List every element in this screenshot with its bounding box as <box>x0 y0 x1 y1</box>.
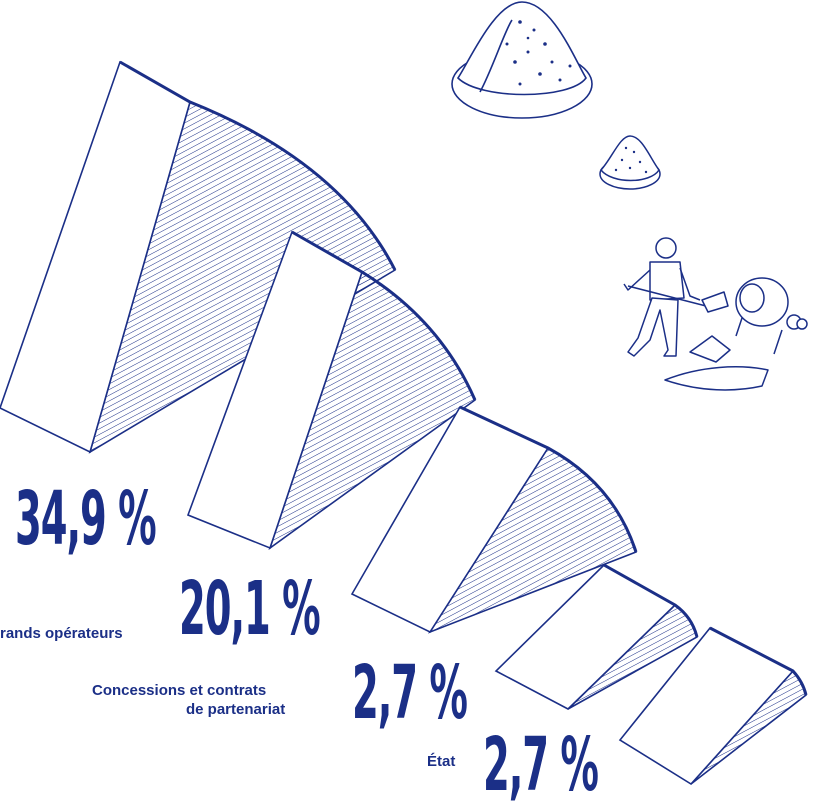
category-label-2-line2: de partenariat <box>186 701 286 718</box>
bar-top-edge-1 <box>119 60 397 271</box>
category-label-2-line1: Concessions et contrats <box>92 682 267 699</box>
bar-top-edge-3 <box>459 405 638 553</box>
value-label-3: 2,7 % <box>352 650 468 736</box>
sand-pile-large-icon <box>451 1 593 119</box>
value-label-1: 34,9 % <box>15 476 157 562</box>
bar-top-edge-5 <box>709 626 808 696</box>
category-label-1: rands opérateurs <box>0 625 123 642</box>
worker-with-shovel-icon <box>623 237 769 391</box>
bar-block-1 <box>0 60 397 454</box>
bar-top-edge-4 <box>603 563 699 638</box>
sand-pile-small-icon <box>599 135 661 190</box>
bar-top-edge-2 <box>291 230 477 401</box>
cement-mixer-icon <box>735 277 808 355</box>
value-label-4: 2,7 % <box>483 722 599 808</box>
bar-block-3 <box>350 405 638 634</box>
category-label-3: État <box>427 753 456 770</box>
bar-block-2 <box>186 230 477 551</box>
bar-block-4 <box>494 563 699 710</box>
value-label-2: 20,1 % <box>179 566 321 652</box>
bar-block-5 <box>618 626 808 786</box>
bar-blocks <box>0 60 808 786</box>
